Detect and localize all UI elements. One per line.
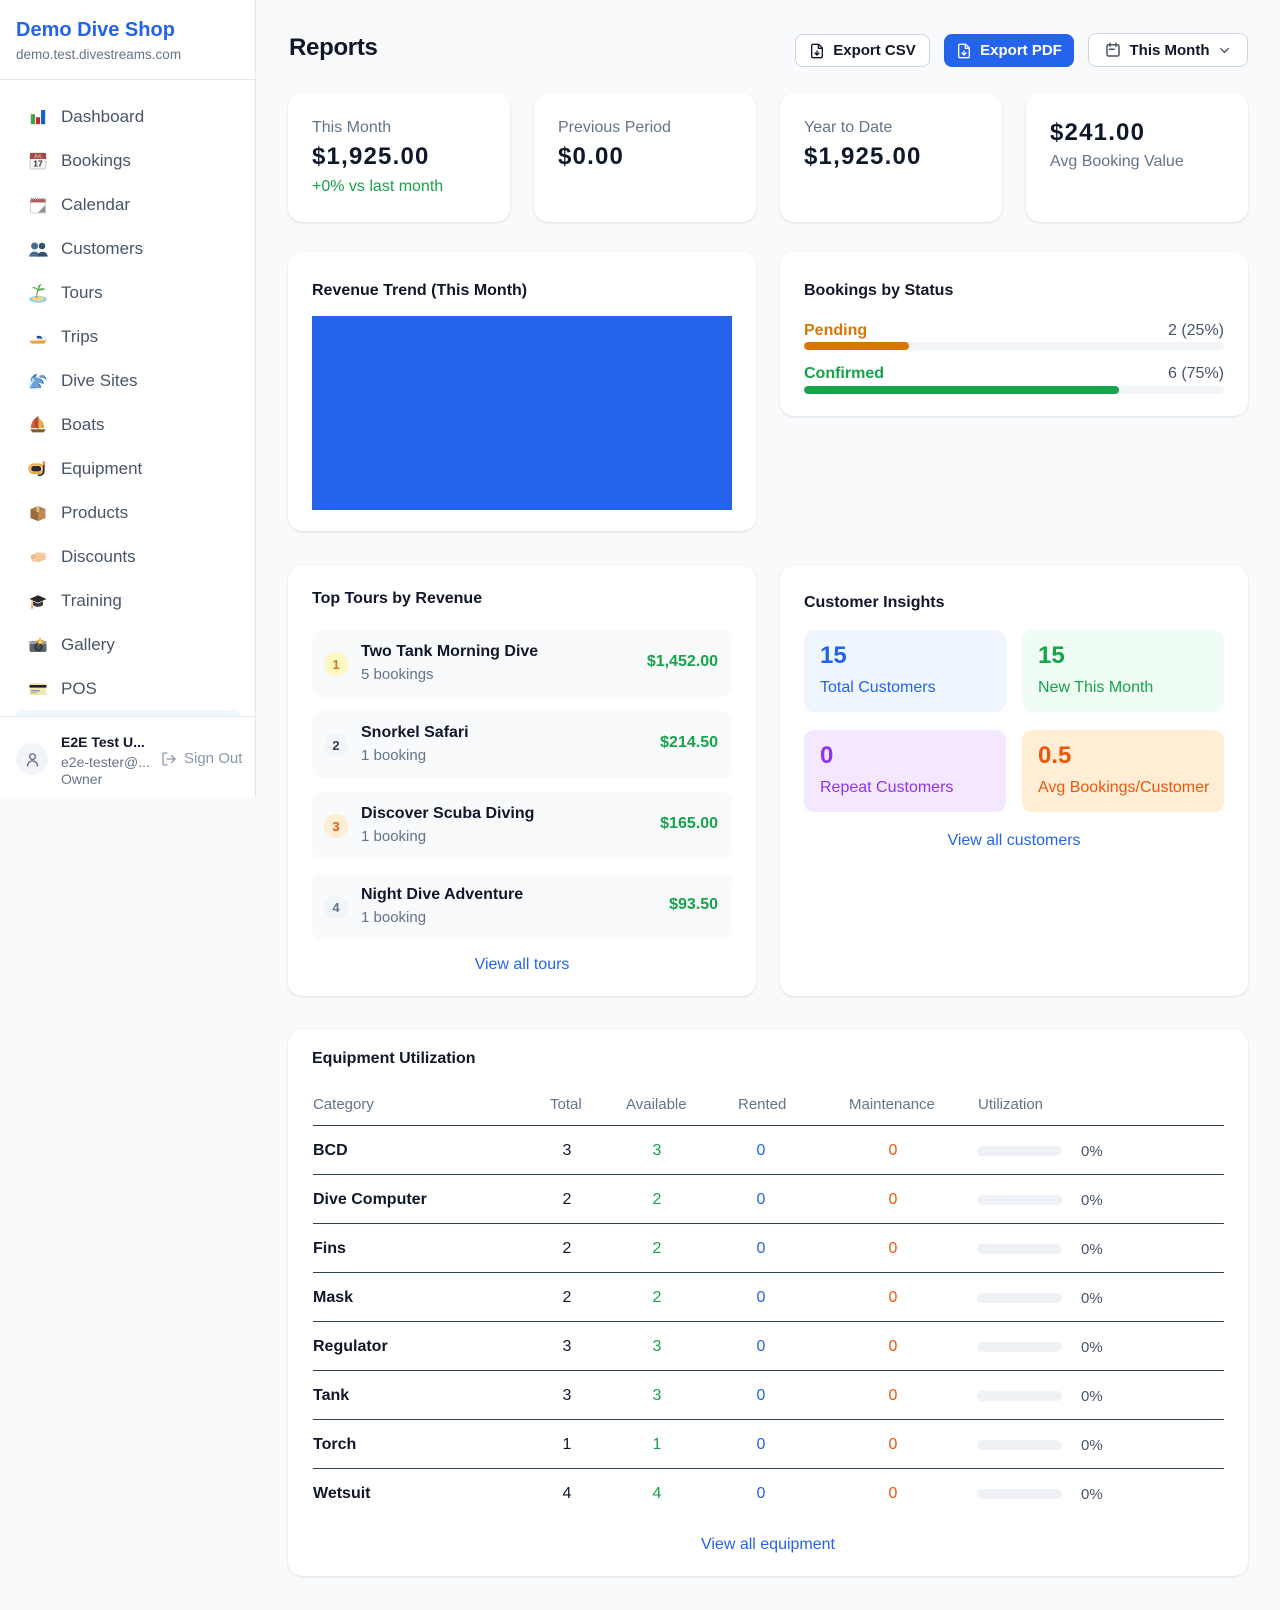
svg-text:JUL: JUL (34, 154, 42, 159)
svg-text:17: 17 (33, 159, 43, 169)
